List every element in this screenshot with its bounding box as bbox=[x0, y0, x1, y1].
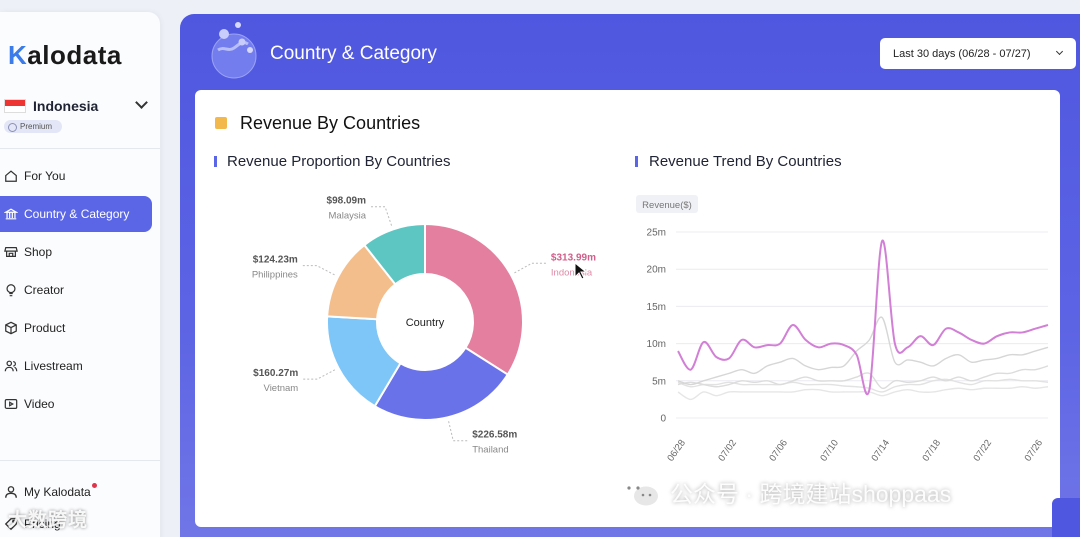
pie-chart-title: Revenue Proportion By Countries bbox=[227, 153, 451, 170]
pie-value-label: $160.27m bbox=[253, 368, 298, 379]
support-button[interactable] bbox=[1052, 498, 1080, 537]
trend-line[interactable] bbox=[677, 316, 1049, 386]
watermark-right: 公众号 · 跨境建站shoppaas bbox=[618, 475, 951, 509]
divider bbox=[0, 460, 160, 461]
chevron-down-icon bbox=[1055, 47, 1064, 56]
bulb-icon bbox=[6, 284, 16, 297]
revenue-card: Revenue By Countries Revenue Proportion … bbox=[195, 90, 1060, 527]
trend-line-highlighted[interactable] bbox=[677, 239, 1049, 395]
sidebar-item-video[interactable]: Video bbox=[0, 386, 152, 422]
pie-label-leader bbox=[514, 262, 548, 274]
y-axis-label-pill bbox=[636, 195, 698, 213]
x-tick-label: 07/10 bbox=[818, 438, 841, 464]
box-icon bbox=[5, 321, 17, 335]
sidebar-item-product[interactable]: Product bbox=[0, 310, 152, 346]
sidebar-item-my-kalodata[interactable]: My Kalodata bbox=[0, 474, 152, 510]
main-panel: Country & Category Last 30 days (06/28 -… bbox=[180, 14, 1080, 537]
pie-label-leader bbox=[301, 369, 336, 380]
pie-label-leader bbox=[300, 265, 335, 276]
country-selector[interactable]: Indonesia bbox=[4, 96, 154, 116]
y-axis-label: Revenue($) bbox=[642, 200, 692, 211]
donut-center-label: Country bbox=[406, 317, 445, 329]
sidebar-item-shop[interactable]: Shop bbox=[0, 234, 152, 270]
trend-line[interactable] bbox=[677, 378, 1049, 393]
pie-value-label: $226.58m bbox=[472, 430, 517, 441]
x-tick-label: 07/14 bbox=[869, 438, 892, 464]
pie-label-leader bbox=[369, 206, 393, 226]
sidebar-item-for-you[interactable]: For You bbox=[0, 158, 152, 194]
pie-value-label: $98.09m bbox=[327, 196, 367, 207]
x-tick-label: 07/02 bbox=[716, 438, 739, 464]
x-tick-label: 07/06 bbox=[767, 438, 790, 464]
section-marker-icon bbox=[215, 117, 227, 129]
sidebar-item-country-category[interactable]: Country & Category bbox=[0, 196, 152, 232]
wechat-icon bbox=[620, 479, 658, 506]
pie-category-label: Malaysia bbox=[329, 211, 367, 222]
sidebar-item-livestream[interactable]: Livestream bbox=[0, 348, 152, 384]
premium-badge: Premium bbox=[4, 120, 63, 133]
people-icon bbox=[4, 360, 18, 372]
pie-category-label: Thailand bbox=[472, 445, 508, 456]
pie-slice-indonesia[interactable] bbox=[424, 222, 524, 376]
mouse-cursor-icon bbox=[574, 262, 588, 280]
pie-category-label: Indonesia bbox=[551, 267, 593, 278]
card-title: Revenue By Countries bbox=[240, 113, 421, 133]
video-icon bbox=[4, 399, 18, 409]
pie-slice-thailand[interactable] bbox=[373, 346, 510, 421]
watermark-text: 公众号 · 跨境建站shoppaas bbox=[670, 481, 952, 507]
sidebar-item-label: Country & Category bbox=[24, 207, 130, 221]
sidebar-item-label: For You bbox=[24, 169, 66, 183]
sidebar-item-pricing[interactable]: Pricing bbox=[0, 506, 152, 537]
trend-chart-title: Revenue Trend By Countries bbox=[649, 153, 842, 170]
x-tick-label: 07/18 bbox=[920, 438, 943, 464]
sidebar-item-label: Shop bbox=[24, 245, 53, 259]
home-icon bbox=[5, 170, 17, 182]
sidebar-item-label: Creator bbox=[24, 283, 65, 297]
x-tick-label: 07/22 bbox=[971, 438, 994, 464]
pie-value-label: $124.23m bbox=[253, 255, 298, 266]
pie-category-label: Philippines bbox=[252, 270, 298, 281]
date-range-label: Last 30 days (06/28 - 07/27) bbox=[893, 47, 1031, 60]
chevron-down-icon bbox=[135, 96, 148, 109]
notification-dot bbox=[92, 483, 97, 488]
revenue-trend-line-chart[interactable]: Revenue($) 0 5m 10m 15m 20m 25m 06/28 07/02 07/06… bbox=[615, 90, 1060, 527]
kalodata-logo[interactable]: Kalodata bbox=[8, 40, 122, 70]
y-tick-label: 25m bbox=[647, 228, 666, 239]
sidebar-item-label: Livestream bbox=[24, 359, 83, 373]
user-icon bbox=[5, 486, 17, 498]
x-tick-label: 07/26 bbox=[1023, 438, 1046, 464]
globe-icon bbox=[211, 22, 257, 79]
sidebar-item-label: Pricing bbox=[24, 517, 61, 531]
pie-label-leader bbox=[448, 421, 470, 442]
subtitle-marker bbox=[214, 156, 217, 167]
x-tick-label: 06/28 bbox=[665, 438, 688, 464]
y-tick-label: 10m bbox=[647, 339, 666, 350]
trend-line[interactable] bbox=[677, 386, 1049, 401]
date-range-dropdown[interactable]: Last 30 days (06/28 - 07/27) bbox=[880, 38, 1076, 69]
tag-icon bbox=[4, 518, 17, 531]
watermark-left: 大数跨境 bbox=[8, 510, 89, 531]
sidebar: Kalodata Indonesia Premium For You Count… bbox=[0, 12, 160, 537]
page-title: Country & Category bbox=[270, 43, 437, 64]
pie-value-label: $313.99m bbox=[551, 252, 596, 263]
country-name: Indonesia bbox=[33, 98, 99, 114]
indonesia-flag-icon bbox=[4, 99, 26, 113]
sidebar-item-label: My Kalodata bbox=[24, 485, 91, 499]
sidebar-item-label: Video bbox=[24, 397, 55, 411]
pie-category-label: Vietnam bbox=[264, 383, 299, 394]
y-tick-label: 0 bbox=[660, 414, 666, 425]
store-icon bbox=[4, 247, 18, 257]
bank-icon bbox=[4, 208, 18, 220]
revenue-proportion-donut-chart[interactable]: $313.99m Indonesia $226.58m Thailand $160.27… bbox=[195, 90, 615, 527]
y-tick-label: 5m bbox=[652, 376, 666, 387]
sidebar-item-creator[interactable]: Creator bbox=[0, 272, 152, 308]
sidebar-item-label: Product bbox=[24, 321, 66, 335]
y-tick-label: 15m bbox=[647, 302, 666, 313]
divider bbox=[0, 148, 160, 149]
y-tick-label: 20m bbox=[647, 265, 666, 276]
trend-line[interactable] bbox=[677, 365, 1049, 390]
pie-slice-malaysia[interactable] bbox=[362, 222, 426, 286]
subtitle-marker bbox=[635, 156, 638, 167]
